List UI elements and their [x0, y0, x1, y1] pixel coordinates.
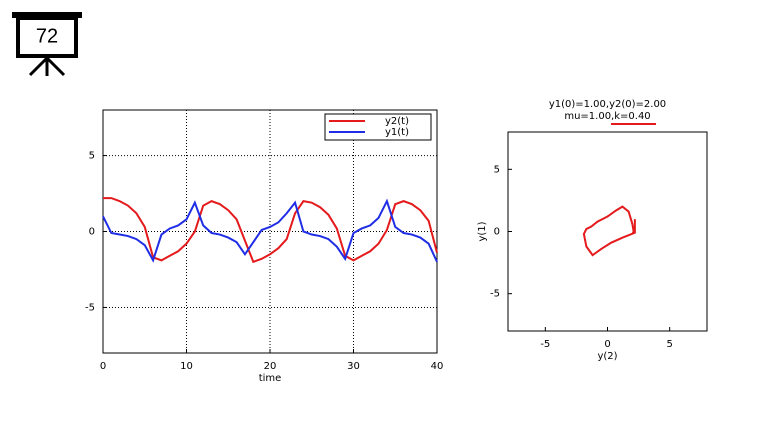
y-tick-label: 0	[89, 227, 95, 238]
legend-label: y1(t)	[385, 127, 409, 138]
series-line	[582, 205, 636, 257]
y-axis-label: y(1)	[477, 221, 488, 241]
y-tick-label: 5	[89, 151, 95, 162]
x-tick-label: 10	[180, 361, 193, 372]
chart-subtitle: mu=1.00,k=0.40	[564, 111, 650, 122]
y-tick-label: 0	[494, 227, 500, 238]
stand	[45, 56, 66, 77]
plot-area	[507, 131, 708, 332]
legend: y2(t)y1(t)	[324, 113, 432, 141]
y-tick-label: -5	[490, 289, 500, 300]
plot-area	[102, 109, 438, 354]
series-line	[103, 197, 438, 264]
x-tick-label: 30	[347, 361, 360, 372]
chart-title: y1(0)=1.00,y2(0)=2.00	[549, 99, 666, 110]
x-tick-label: 5	[667, 339, 673, 350]
x-tick-label: 0	[100, 361, 106, 372]
slide-number: 72	[36, 25, 58, 47]
x-tick-label: -5	[540, 339, 550, 350]
x-axis-label: time	[259, 373, 282, 384]
legend-label: y2(t)	[385, 116, 409, 127]
stand	[28, 56, 49, 77]
slide-number-icon: 72	[12, 12, 82, 77]
y-tick-label: 5	[494, 164, 500, 175]
x-axis-label: y(2)	[597, 351, 617, 362]
screen-bar	[12, 12, 82, 18]
y-tick-label: -5	[85, 302, 95, 313]
x-tick-label: 20	[264, 361, 277, 372]
x-tick-label: 0	[604, 339, 610, 350]
series-line	[102, 198, 438, 263]
x-tick-label: 40	[431, 361, 444, 372]
legend-box	[324, 113, 432, 141]
